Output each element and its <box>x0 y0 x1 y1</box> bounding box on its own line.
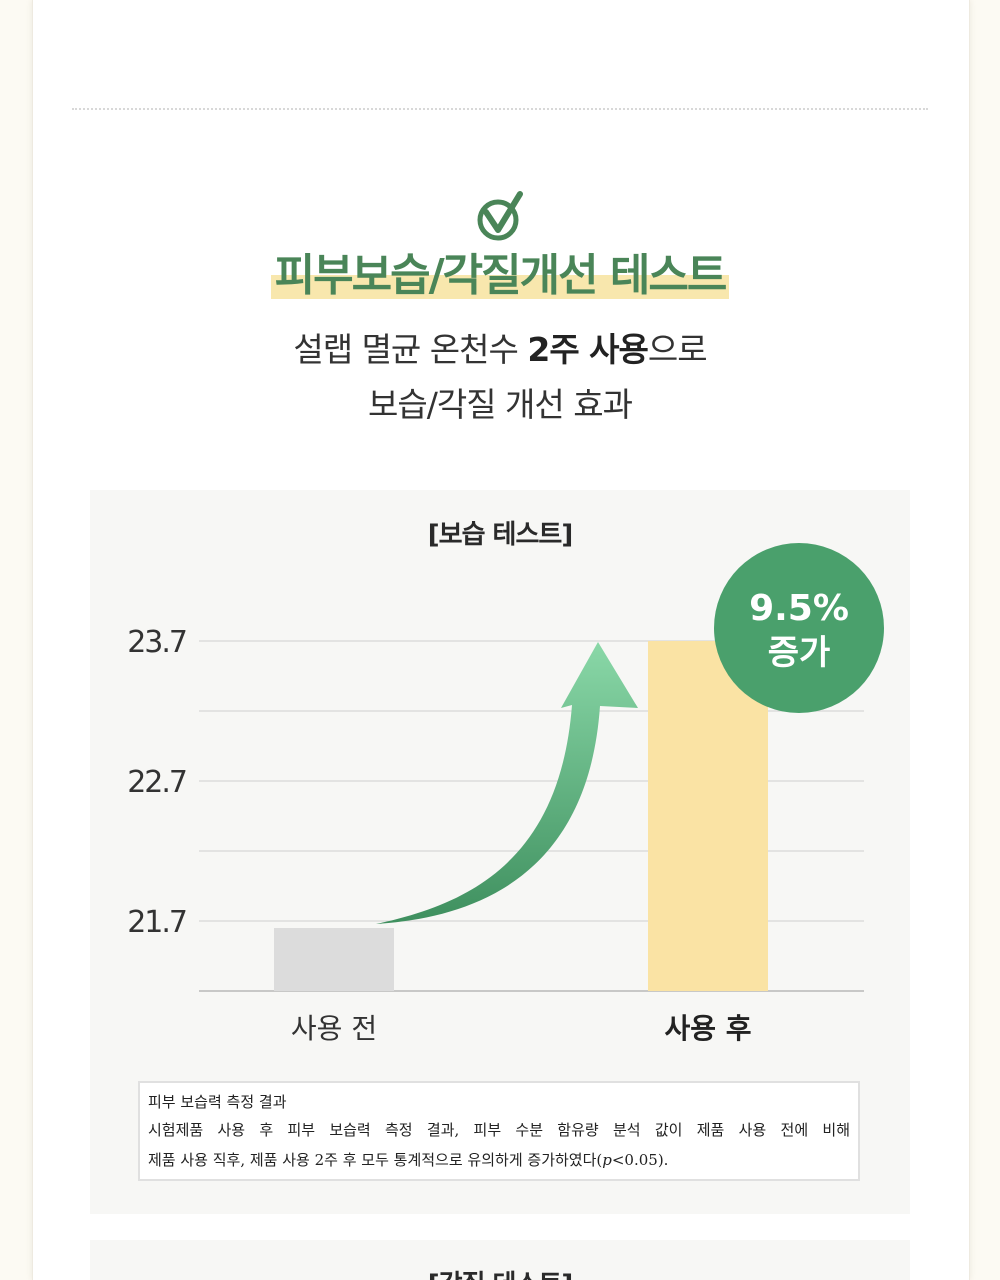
headline-wrap: 피부보습/각질개선 테스트 <box>0 246 1000 306</box>
subtitle-line-1: 설랩 멸균 온천수 2주 사용으로 <box>0 322 1000 377</box>
y-tick-label: 21.7 <box>127 905 186 940</box>
x-category-label: 사용 전 <box>291 1012 377 1045</box>
growth-arrow-icon <box>376 642 638 924</box>
badge-circle <box>714 543 884 713</box>
note-line-2-post: <0.05). <box>611 1151 669 1169</box>
bars <box>274 641 768 991</box>
subtitle-line-2: 보습/각질 개선 효과 <box>368 385 633 424</box>
subtitle: 설랩 멸균 온천수 2주 사용으로 보습/각질 개선 효과 <box>0 322 1000 432</box>
bar-after <box>648 641 768 991</box>
next-panel-title: [각질 테스트] <box>90 1264 910 1280</box>
badge-percent: 9.5% <box>749 588 849 629</box>
badge-label: 증가 <box>768 633 831 673</box>
check-circle-icon <box>477 191 523 241</box>
note-line-1: 시험제품 사용 후 피부 보습력 측정 결과, 피부 수분 함유량 분석 값이 … <box>148 1121 850 1139</box>
y-axis-ticks: 23.7 22.7 21.7 <box>127 625 188 940</box>
result-note: 피부 보습력 측정 결과 시험제품 사용 후 피부 보습력 측정 결과, 피부 … <box>138 1081 860 1181</box>
page-title: 피부보습/각질개선 테스트 <box>270 246 730 306</box>
dotted-divider <box>72 108 928 110</box>
note-heading: 피부 보습력 측정 결과 <box>148 1093 287 1111</box>
note-line-2: 제품 사용 직후, 제품 사용 2주 후 모두 통계적으로 유의하게 증가하였다… <box>148 1145 850 1175</box>
increase-badge: 9.5% 증가 <box>714 543 884 713</box>
subtitle-line-1-pre: 설랩 멸균 온천수 <box>293 330 528 369</box>
keratin-test-panel: [각질 테스트] <box>90 1240 910 1280</box>
note-line-2-pre: 제품 사용 직후, 제품 사용 2주 후 모두 통계적으로 유의하게 증가하였다… <box>148 1151 603 1169</box>
note-p-value: p <box>602 1151 612 1169</box>
y-tick-label: 23.7 <box>127 625 186 660</box>
chart-title: [보습 테스트] <box>427 520 573 550</box>
subtitle-line-1-post: 으로 <box>647 330 708 369</box>
subtitle-line-1-bold: 2주 사용 <box>527 330 649 369</box>
bar-before <box>274 928 394 991</box>
x-category-label: 사용 후 <box>664 1012 751 1045</box>
y-tick-label: 22.7 <box>127 765 186 800</box>
x-axis-labels: 사용 전 사용 후 <box>291 1012 752 1045</box>
